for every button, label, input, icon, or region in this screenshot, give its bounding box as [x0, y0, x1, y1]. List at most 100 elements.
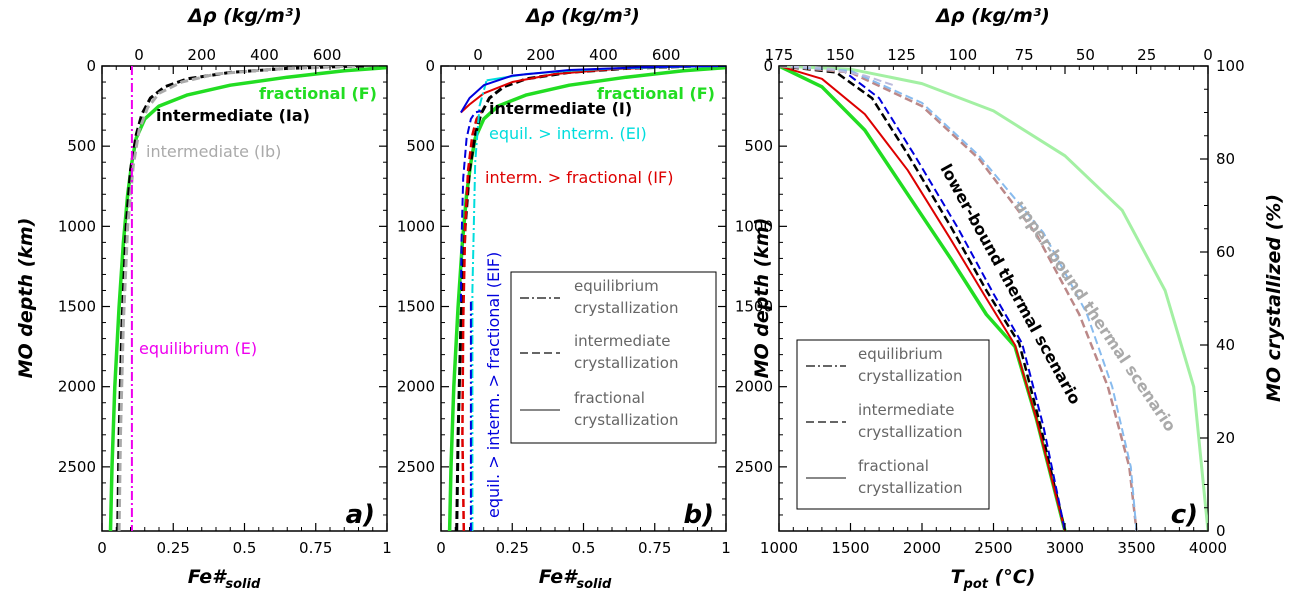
series-line [779, 66, 1067, 531]
legend-b-equilibrium-l2: crystallization [574, 299, 678, 317]
x-tick-label: 3500 [1117, 539, 1155, 557]
series-line [779, 66, 1208, 531]
x-tick-label: 0.5 [233, 539, 257, 557]
panel-a-ylabel: MO depth (km) [15, 218, 37, 379]
right-tick-label: 80 [1216, 150, 1235, 168]
x-tick-label: 1000 [760, 539, 798, 557]
annotation-b-if: interm. > fractional (IF) [485, 168, 673, 187]
top-tick-label: 400 [589, 46, 618, 64]
right-tick-label: 0 [1216, 522, 1226, 540]
legend-b-fractional-l2: crystallization [574, 411, 678, 429]
top-tick-label: 400 [250, 46, 279, 64]
panel-c-letter: c) [1171, 500, 1198, 530]
legend-c-equilibrium-l1: equilibrium [858, 345, 943, 363]
y-tick-label: 500 [406, 137, 435, 155]
panel-b-plot-area [447, 66, 726, 531]
legend-b-fractional-l1: fractional [574, 389, 645, 407]
legend-c-fractional-l1: fractional [858, 457, 929, 475]
top-tick-label: 600 [313, 46, 342, 64]
top-tick-label: 0 [473, 46, 483, 64]
right-tick-label: 60 [1216, 243, 1235, 261]
x-tick-label: 2000 [903, 539, 941, 557]
annotation-a-equilibrium: equilibrium (E) [139, 339, 257, 358]
y-tick-label: 500 [67, 137, 96, 155]
y-tick-label: 2000 [397, 378, 435, 396]
series-line [779, 66, 1066, 531]
y-tick-label: 2500 [735, 458, 773, 476]
series-line [779, 66, 1138, 531]
top-tick-label: 75 [1015, 46, 1034, 64]
x-tick-label: 1 [721, 539, 731, 557]
right-tick-label: 100 [1216, 57, 1245, 75]
y-tick-label: 0 [763, 57, 773, 75]
x-tick-label: 0 [436, 539, 446, 557]
annotation-b-eif: equil. > interm. > fractional (EIF) [484, 252, 503, 518]
x-tick-label: 0 [97, 539, 107, 557]
panel-c-top-xlabel: Δρ (kg/m³) [934, 5, 1050, 27]
y-tick-label: 2500 [397, 458, 435, 476]
top-tick-label: 150 [826, 46, 855, 64]
series-line [779, 66, 894, 87]
x-tick-label: 0.25 [157, 539, 190, 557]
legend-c-equilibrium-l2: crystallization [858, 367, 962, 385]
top-tick-label: 0 [1203, 46, 1213, 64]
x-tick-label: 0.25 [496, 539, 529, 557]
legend-b-intermediate-l1: intermediate [574, 332, 671, 350]
x-tick-label: 4000 [1189, 539, 1227, 557]
x-tick-label: 1 [382, 539, 392, 557]
annotation-b-fractional: fractional (F) [597, 84, 715, 103]
panel-c-ylabel: MO depth (km) [751, 218, 773, 379]
panel-c-xlabel: Tpot (°C) [951, 566, 1036, 591]
y-tick-label: 1500 [735, 298, 773, 316]
y-tick-label: 1000 [735, 217, 773, 235]
annotation-a-fractional: fractional (F) [259, 84, 377, 103]
right-tick-label: 40 [1216, 336, 1235, 354]
series-line [779, 66, 1138, 531]
legend-c-intermediate-l2: crystallization [858, 423, 962, 441]
top-tick-label: 100 [949, 46, 978, 64]
right-tick-label: 20 [1216, 429, 1235, 447]
top-tick-label: 0 [134, 46, 144, 64]
top-tick-label: 50 [1076, 46, 1095, 64]
top-tick-label: 175 [765, 46, 794, 64]
series-line [116, 66, 365, 531]
panel-c-plot-area [779, 66, 1208, 531]
y-tick-label: 0 [425, 57, 435, 75]
x-tick-label: 1500 [831, 539, 869, 557]
legend-b-intermediate-l2: crystallization [574, 354, 678, 372]
y-tick-label: 1000 [58, 217, 96, 235]
x-tick-label: 3000 [1046, 539, 1084, 557]
y-tick-label: 1500 [58, 298, 96, 316]
y-tick-label: 1000 [397, 217, 435, 235]
series-line [471, 80, 488, 531]
panel-a-frame [101, 65, 388, 532]
x-tick-label: 2500 [974, 539, 1012, 557]
legend-b: equilibrium crystallization intermediate… [510, 271, 717, 444]
series-line [779, 66, 1066, 531]
panel-b-xlabel: Fe#solid [539, 566, 612, 591]
y-tick-label: 2000 [58, 378, 96, 396]
panel-b-top-xlabel: Δρ (kg/m³) [524, 5, 640, 27]
y-tick-label: 0 [86, 57, 96, 75]
top-tick-label: 125 [887, 46, 916, 64]
top-tick-label: 25 [1137, 46, 1156, 64]
x-tick-label: 0.75 [299, 539, 332, 557]
panel-a-letter: a) [346, 500, 375, 530]
legend-c: equilibrium crystallization intermediate… [796, 339, 990, 510]
top-tick-label: 200 [526, 46, 555, 64]
legend-c-fractional-l2: crystallization [858, 479, 962, 497]
top-tick-label: 600 [652, 46, 681, 64]
series-line [447, 66, 726, 531]
legend-c-intermediate-l1: intermediate [858, 401, 955, 419]
annotation-b-ei: equil. > interm. (EI) [489, 124, 647, 143]
y-tick-label: 500 [744, 137, 773, 155]
series-line [461, 111, 482, 531]
panel-b-letter: b) [684, 500, 715, 530]
y-tick-label: 1500 [397, 298, 435, 316]
annotation-a-intermediate-a: intermediate (Ia) [156, 106, 310, 125]
y-tick-label: 2500 [58, 458, 96, 476]
x-tick-label: 0.5 [572, 539, 596, 557]
annotation-a-intermediate-b: intermediate (Ib) [146, 142, 281, 161]
series-line [459, 109, 482, 302]
